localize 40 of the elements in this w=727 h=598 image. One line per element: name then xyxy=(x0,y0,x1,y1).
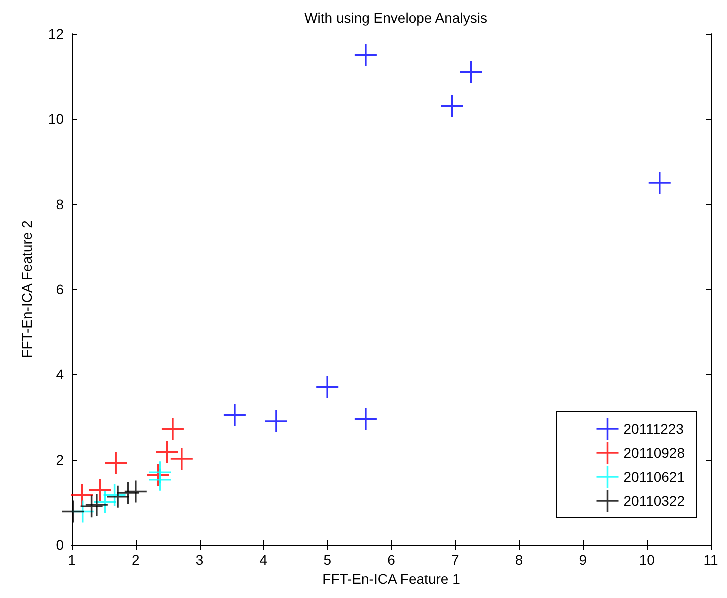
x-tick-label: 11 xyxy=(704,552,718,568)
point xyxy=(86,494,108,516)
legend-label: 20111223 xyxy=(624,421,684,437)
x-tick-label: 7 xyxy=(452,552,460,568)
point xyxy=(354,44,377,66)
y-tick-label: 6 xyxy=(56,282,64,298)
point xyxy=(265,410,288,433)
point xyxy=(124,480,147,503)
legend-label: 20110621 xyxy=(624,469,686,485)
point xyxy=(460,61,482,84)
point xyxy=(648,172,671,194)
x-tick-label: 6 xyxy=(388,552,396,568)
point xyxy=(170,448,193,470)
point xyxy=(316,376,339,398)
y-axis-title: FFT-En-ICA Feature 2 xyxy=(19,220,35,358)
point xyxy=(441,95,464,118)
x-tick-label: 4 xyxy=(260,552,268,568)
x-tick-label: 1 xyxy=(68,552,76,568)
point xyxy=(354,408,377,430)
point xyxy=(89,479,112,502)
y-tick-label: 10 xyxy=(48,111,64,128)
point xyxy=(224,404,246,426)
y-tick-label: 4 xyxy=(56,366,64,383)
y-tick-label: 0 xyxy=(56,537,64,553)
legend-label: 20110322 xyxy=(624,493,686,509)
x-tick-label: 10 xyxy=(639,552,656,568)
x-tick-label: 2 xyxy=(132,552,140,568)
point xyxy=(162,418,184,440)
x-axis-title: FFT-En-ICA Feature 1 xyxy=(322,570,461,587)
point xyxy=(105,452,128,474)
x-tick-label: 3 xyxy=(196,552,204,568)
x-tick-label: 9 xyxy=(579,552,588,568)
legend-label: 20110928 xyxy=(624,445,686,461)
x-tick-label: 8 xyxy=(515,552,524,568)
y-tick-label: 2 xyxy=(56,452,64,468)
chart-title: With using Envelope Analysis xyxy=(304,10,488,26)
point xyxy=(107,486,130,508)
x-tick-label: 5 xyxy=(324,552,332,568)
y-tick-label: 12 xyxy=(48,26,64,42)
y-tick-label: 8 xyxy=(56,196,64,212)
